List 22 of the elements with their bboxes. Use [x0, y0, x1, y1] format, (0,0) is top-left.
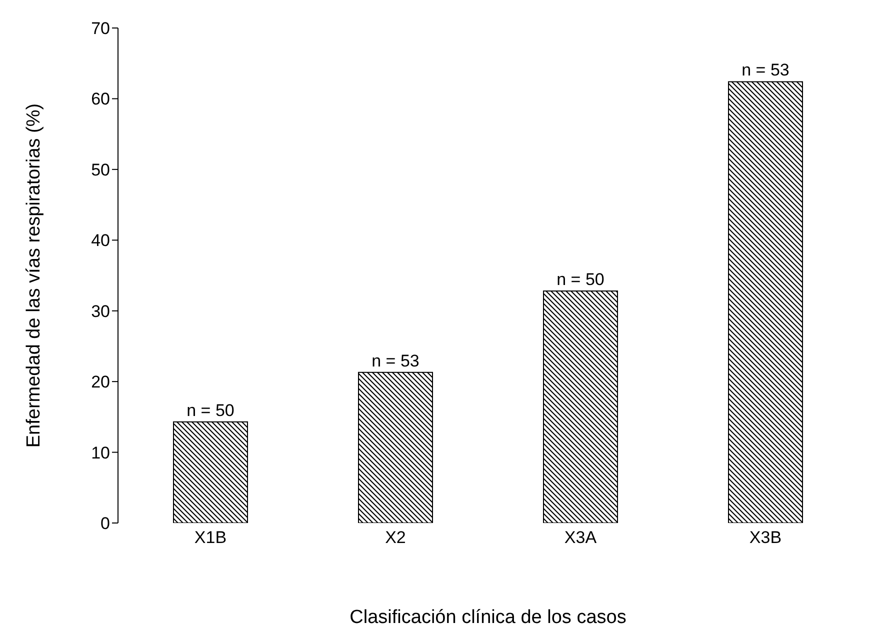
x-tick-label: X3A: [564, 528, 598, 548]
y-tick-label: 50: [91, 160, 110, 180]
x-tick-label: X1B: [194, 528, 227, 548]
y-tick-label: 0: [100, 514, 110, 534]
bar: [543, 290, 618, 523]
annotation: n = 53: [372, 351, 420, 370]
y-tick-label: 40: [91, 231, 110, 250]
annotation: n = 50: [186, 400, 234, 420]
y-tick-label: 10: [91, 443, 110, 462]
bar: [358, 372, 433, 523]
x-axis-title: Clasificación clínica de los casos: [350, 607, 626, 628]
bar: [173, 421, 248, 523]
x-tick-label: X3B: [749, 528, 782, 548]
y-tick-label: 70: [91, 19, 110, 38]
y-tick-label: 20: [91, 372, 110, 392]
annotation: n = 50: [556, 270, 604, 290]
y-axis-title: Enfermedad de las vías respiratorias (%): [24, 103, 45, 448]
bar: [728, 81, 803, 523]
x-tick-label: X2: [385, 528, 406, 548]
y-tick-label: 30: [91, 302, 110, 321]
annotation: n = 53: [742, 60, 790, 80]
y-tick-label: 60: [91, 90, 110, 109]
